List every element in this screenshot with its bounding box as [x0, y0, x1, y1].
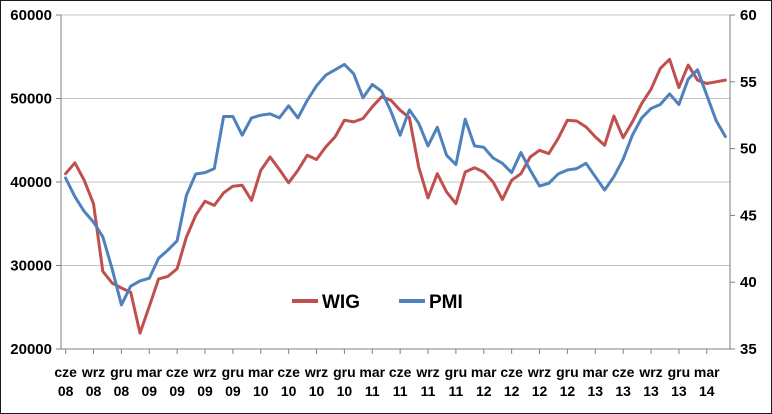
- x-axis-label-year: 14: [699, 383, 715, 399]
- x-axis-label-year: 09: [197, 383, 213, 399]
- left-axis-label: 40000: [10, 174, 52, 191]
- x-axis-label-month: wrz: [192, 364, 216, 380]
- right-axis-label: 40: [740, 274, 757, 291]
- x-axis-label-year: 09: [169, 383, 185, 399]
- x-axis-label-year: 13: [643, 383, 659, 399]
- x-axis-label-month: mar: [359, 364, 385, 380]
- x-axis-label-year: 10: [309, 383, 325, 399]
- wig-line: [64, 57, 727, 335]
- x-axis-label-month: gru: [556, 364, 579, 380]
- x-axis-label-month: wrz: [527, 364, 551, 380]
- legend: WIG PMI: [292, 292, 463, 313]
- x-axis-label-year: 08: [114, 383, 130, 399]
- legend-wig-label: WIG: [322, 292, 360, 313]
- x-axis-label-year: 10: [337, 383, 353, 399]
- x-axis-label-year: 09: [225, 383, 241, 399]
- x-axis-label-month: mar: [582, 364, 608, 380]
- x-axis-label-month: cze: [54, 364, 77, 380]
- pmi-line: [64, 62, 727, 307]
- x-axis-label-month: gru: [222, 364, 245, 380]
- x-axis-label-year: 08: [86, 383, 102, 399]
- series-lines: [64, 57, 727, 335]
- x-axis-label-year: 11: [421, 383, 436, 399]
- x-axis-label-month: cze: [500, 364, 523, 380]
- tick-marks: [56, 14, 735, 354]
- left-axis-label: 30000: [10, 258, 52, 275]
- x-axis-label-month: wrz: [304, 364, 328, 380]
- right-axis-label: 55: [740, 74, 757, 91]
- left-axis-labels: 20000 30000 40000 50000 60000: [10, 7, 52, 358]
- x-axis-label-month: wrz: [81, 364, 105, 380]
- x-axis-label-year: 13: [587, 383, 603, 399]
- x-axis-label-year: 10: [281, 383, 297, 399]
- x-axis-label-month: gru: [110, 364, 133, 380]
- x-axis-label-year: 12: [504, 383, 520, 399]
- x-axis-label-month: gru: [333, 364, 356, 380]
- x-axis-label-year: 13: [615, 383, 631, 399]
- right-axis-labels: 35 40 45 50 55 60: [740, 7, 757, 358]
- right-axis-label: 35: [740, 341, 757, 358]
- x-axis-label-month: wrz: [638, 364, 662, 380]
- x-axis-label-month: wrz: [415, 364, 439, 380]
- right-axis-label: 50: [740, 141, 757, 158]
- x-axis-label-month: gru: [445, 364, 468, 380]
- x-axis-label-month: cze: [389, 364, 412, 380]
- x-axis-label-year: 10: [253, 383, 269, 399]
- x-axis-label-year: 11: [365, 383, 380, 399]
- x-axis-label-year: 12: [560, 383, 576, 399]
- x-axis-labels: cze 08 wrz 08 gru 08 mar 09 cze 09 wrz 09 gru 09 mar 10…: [54, 364, 720, 399]
- left-axis-label: 60000: [10, 7, 52, 24]
- x-axis-label-month: cze: [277, 364, 300, 380]
- x-axis-label-month: mar: [471, 364, 497, 380]
- x-axis-label-month: gru: [668, 364, 691, 380]
- x-axis-label-month: cze: [166, 364, 189, 380]
- x-axis-label-month: mar: [248, 364, 274, 380]
- right-axis-label: 60: [740, 7, 757, 24]
- left-axis-label: 50000: [10, 91, 52, 108]
- x-axis-label-month: cze: [612, 364, 635, 380]
- left-axis-label: 20000: [10, 341, 52, 358]
- legend-pmi-label: PMI: [429, 292, 463, 313]
- x-axis-label-year: 09: [141, 383, 157, 399]
- right-axis-label: 45: [740, 207, 757, 224]
- x-axis-label-year: 13: [671, 383, 687, 399]
- x-axis-label-year: 11: [393, 383, 408, 399]
- x-axis-label-month: mar: [694, 364, 720, 380]
- x-axis-label-year: 08: [58, 383, 74, 399]
- x-axis-label-month: mar: [136, 364, 162, 380]
- x-axis-label-year: 12: [476, 383, 492, 399]
- gridlines: [61, 14, 730, 350]
- x-axis-label-year: 11: [448, 383, 463, 399]
- x-axis-label-year: 12: [532, 383, 548, 399]
